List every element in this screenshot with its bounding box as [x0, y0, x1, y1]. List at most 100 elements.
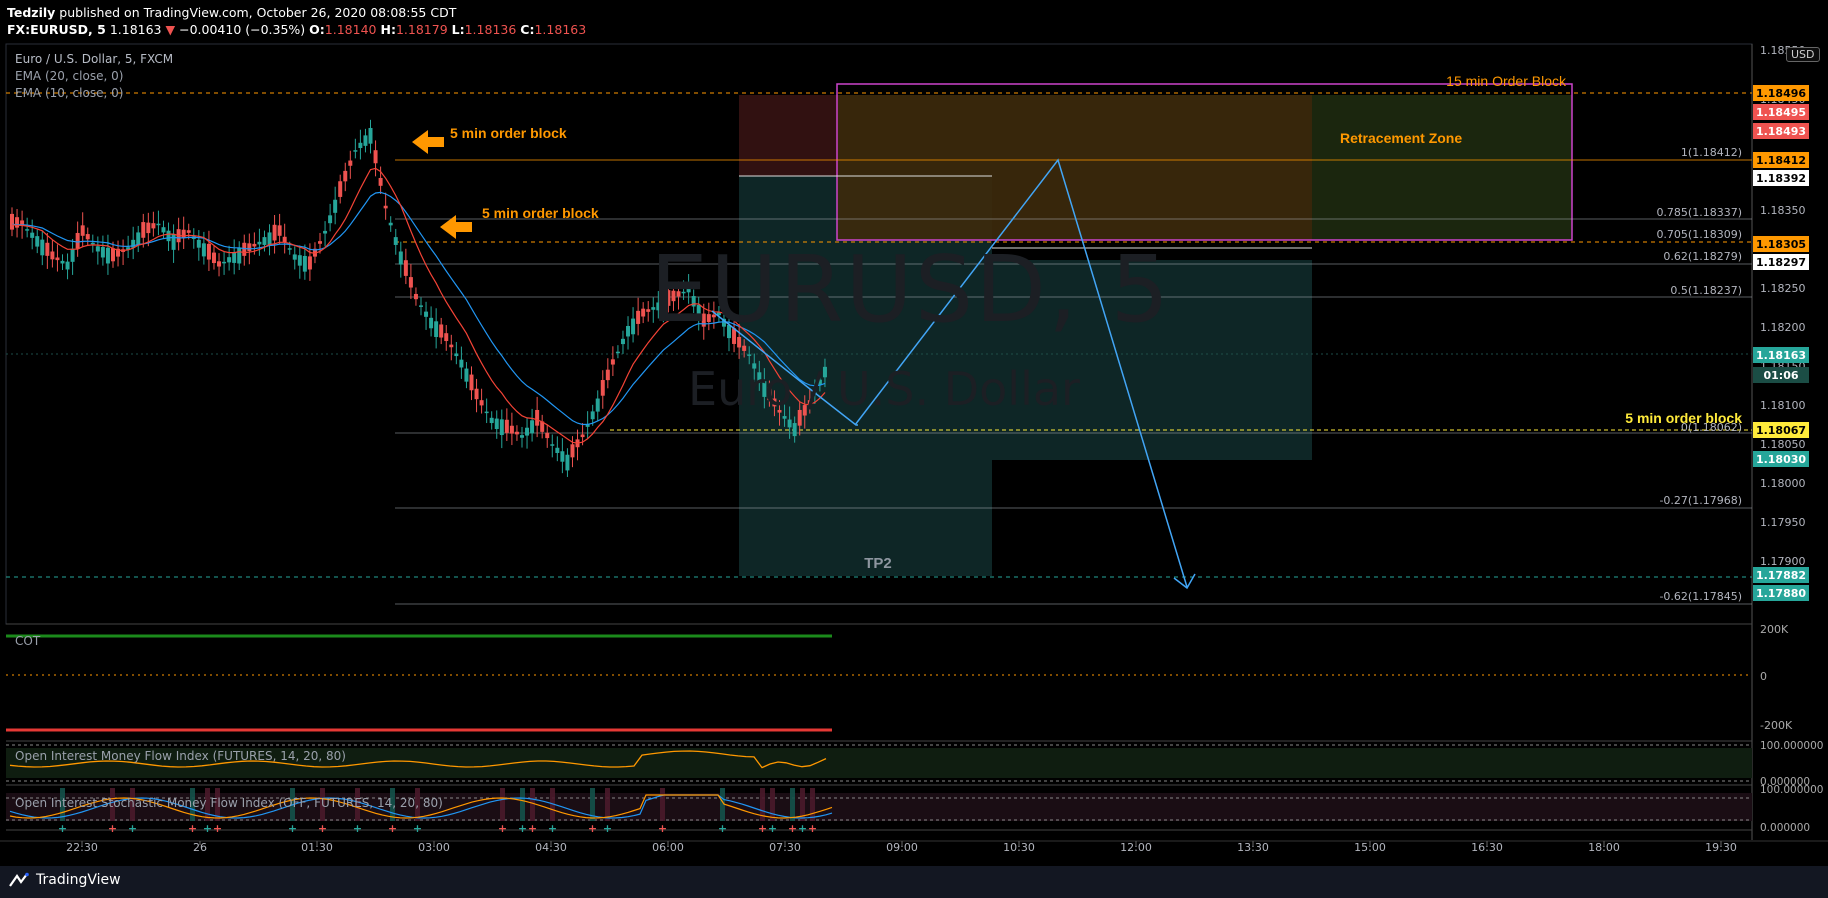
candle[interactable]	[393, 237, 398, 245]
annotation-5m-ob-2[interactable]: 5 min order block	[482, 205, 599, 221]
ema10-line[interactable]	[11, 167, 826, 444]
candle[interactable]	[555, 447, 560, 453]
candle[interactable]	[110, 248, 115, 262]
candle[interactable]	[626, 325, 631, 337]
candle[interactable]	[10, 213, 14, 230]
candle[interactable]	[323, 230, 328, 234]
candle[interactable]	[464, 368, 469, 382]
candle[interactable]	[282, 236, 287, 243]
order-block-box[interactable]	[836, 83, 1573, 241]
candle[interactable]	[186, 230, 191, 233]
candle[interactable]	[242, 242, 247, 256]
candle[interactable]	[620, 338, 625, 345]
currency-badge[interactable]: USD	[1786, 47, 1820, 62]
candle[interactable]	[802, 405, 807, 416]
candle[interactable]	[454, 353, 459, 357]
candle[interactable]	[494, 418, 499, 430]
candle[interactable]	[767, 387, 772, 401]
candle[interactable]	[35, 236, 40, 247]
candle[interactable]	[30, 232, 35, 238]
candle[interactable]	[762, 381, 767, 397]
candle[interactable]	[701, 313, 706, 327]
candle[interactable]	[50, 251, 55, 260]
time-axis[interactable]: 22:30 26 01:30 03:00 04:30 06:00 07:30 09:00 10:…	[66, 841, 1737, 854]
candle[interactable]	[666, 290, 671, 306]
candle[interactable]	[509, 425, 514, 434]
candle[interactable]	[787, 419, 792, 428]
candle[interactable]	[686, 287, 691, 293]
candle[interactable]	[100, 247, 105, 258]
candle[interactable]	[95, 246, 100, 252]
candle[interactable]	[696, 304, 701, 321]
candle[interactable]	[595, 398, 600, 412]
candle[interactable]	[408, 277, 413, 288]
ema20-line[interactable]	[11, 191, 826, 426]
candle[interactable]	[444, 333, 449, 342]
candle[interactable]	[585, 424, 590, 427]
candle[interactable]	[737, 336, 742, 348]
candle[interactable]	[398, 251, 403, 265]
candle[interactable]	[116, 248, 121, 257]
candle[interactable]	[535, 409, 540, 426]
candle[interactable]	[706, 314, 711, 322]
legend-title[interactable]: Euro / U.S. Dollar, 5, FXCM	[15, 52, 174, 66]
candle[interactable]	[519, 435, 524, 438]
candle[interactable]	[25, 229, 30, 231]
candle[interactable]	[105, 247, 110, 264]
legend-oismfi[interactable]: Open Interest Stochastic Money Flow Inde…	[15, 796, 443, 810]
candle[interactable]	[156, 223, 161, 226]
candle[interactable]	[227, 257, 232, 263]
candle[interactable]	[681, 291, 686, 294]
legend-ema20[interactable]: EMA (20, close, 0)	[15, 69, 124, 83]
candle[interactable]	[297, 255, 302, 266]
candle[interactable]	[272, 224, 277, 241]
candle[interactable]	[777, 409, 782, 413]
candle[interactable]	[45, 242, 50, 256]
candle[interactable]	[489, 417, 494, 424]
retracement-zone-fill[interactable]	[837, 95, 1312, 240]
candle[interactable]	[676, 291, 681, 297]
candles-group[interactable]	[10, 119, 827, 477]
candle[interactable]	[217, 261, 222, 267]
candle[interactable]	[782, 416, 787, 419]
candle[interactable]	[419, 305, 423, 307]
candle[interactable]	[459, 359, 464, 368]
candle[interactable]	[171, 234, 176, 250]
candle[interactable]	[232, 252, 237, 263]
projection-line-a[interactable]	[711, 310, 858, 426]
candle[interactable]	[90, 242, 95, 245]
candle[interactable]	[373, 150, 378, 164]
candle[interactable]	[424, 311, 429, 317]
annotation-5m-ob-1[interactable]: 5 min order block	[450, 125, 567, 141]
candle[interactable]	[136, 232, 141, 246]
symbol-label[interactable]: FX:EURUSD, 5	[7, 22, 106, 37]
candle[interactable]	[590, 411, 595, 420]
target-zone[interactable]	[739, 176, 992, 576]
candle[interactable]	[822, 366, 827, 378]
candle[interactable]	[449, 344, 454, 348]
legend-oimfi[interactable]: Open Interest Money Flow Index (FUTURES,…	[15, 749, 346, 763]
candle[interactable]	[15, 217, 20, 228]
candle[interactable]	[792, 423, 797, 437]
candle[interactable]	[267, 232, 272, 246]
candle[interactable]	[757, 372, 762, 383]
candle[interactable]	[711, 314, 716, 318]
candle[interactable]	[237, 247, 242, 264]
candle[interactable]	[65, 261, 70, 270]
candle[interactable]	[222, 261, 227, 264]
candle[interactable]	[383, 205, 388, 209]
candle[interactable]	[141, 222, 146, 238]
candle[interactable]	[469, 374, 474, 391]
candle[interactable]	[201, 243, 206, 257]
candle[interactable]	[328, 215, 333, 224]
candle[interactable]	[641, 308, 646, 317]
candle[interactable]	[479, 400, 484, 406]
candle[interactable]	[525, 427, 530, 436]
target-zone-extension[interactable]	[992, 260, 1312, 460]
candle[interactable]	[570, 444, 575, 458]
candle[interactable]	[797, 409, 802, 426]
candle[interactable]	[721, 318, 726, 327]
projection-line-b[interactable]	[854, 158, 1188, 588]
oismfi-line-orange[interactable]	[9, 794, 833, 819]
candle[interactable]	[550, 444, 555, 446]
